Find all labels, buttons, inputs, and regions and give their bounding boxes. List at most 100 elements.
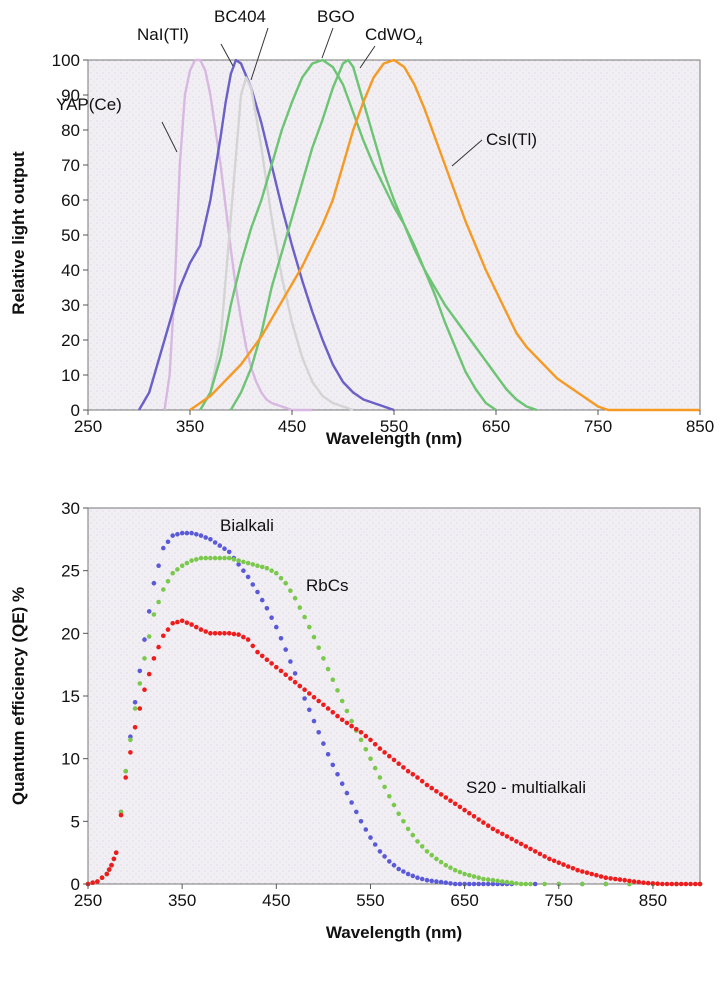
- 1-bottom-x-tick-label: 250: [74, 891, 102, 910]
- data-point: [278, 636, 284, 641]
- data-point: [514, 839, 519, 844]
- data-point: [438, 859, 444, 865]
- data-point: [467, 881, 472, 887]
- data-point: [396, 761, 402, 766]
- data-point: [170, 533, 175, 538]
- data-point: [495, 878, 500, 884]
- 0-top-x-tick-label: 350: [176, 417, 204, 436]
- data-point: [509, 880, 514, 885]
- data-point: [321, 702, 326, 708]
- data-point: [217, 543, 223, 548]
- data-point: [391, 802, 397, 808]
- bottom-series-group: [85, 530, 703, 887]
- data-point: [697, 881, 703, 887]
- data-point: [387, 753, 392, 759]
- plot-area-top: [87, 59, 701, 411]
- data-point: [142, 637, 147, 642]
- data-point: [274, 664, 279, 670]
- data-point: [387, 859, 392, 864]
- data-point: [222, 631, 227, 636]
- data-point: [561, 862, 566, 867]
- data-point: [452, 881, 458, 887]
- data-point: [259, 564, 265, 570]
- data-point: [547, 856, 552, 862]
- data-point: [401, 819, 406, 824]
- data-point: [113, 850, 119, 855]
- data-point: [645, 880, 651, 886]
- data-point: [146, 634, 152, 639]
- data-point: [142, 687, 147, 692]
- data-point: [532, 849, 538, 854]
- data-point: [358, 737, 364, 743]
- data-point: [255, 649, 260, 655]
- data-point: [424, 849, 430, 854]
- data-point: [118, 809, 124, 815]
- label-cdwo4-main: CdWO: [365, 25, 416, 44]
- data-point: [650, 881, 656, 886]
- series-line-bc404: [199, 76, 354, 412]
- series-line-bgo: [199, 58, 497, 411]
- data-point: [208, 537, 213, 542]
- data-point: [344, 720, 350, 726]
- data-point: [128, 737, 133, 743]
- data-point: [349, 800, 354, 805]
- data-point: [226, 549, 232, 555]
- data-point: [241, 568, 246, 573]
- data-point: [476, 875, 482, 880]
- 0-top-y-tick-label: 20: [61, 331, 80, 350]
- data-point: [217, 631, 223, 636]
- data-point: [90, 880, 95, 885]
- data-point: [471, 881, 477, 887]
- data-point: [283, 580, 289, 586]
- data-point: [490, 877, 496, 883]
- data-point: [226, 631, 232, 636]
- data-point: [349, 723, 354, 729]
- data-point: [335, 713, 340, 719]
- data-point: [448, 865, 453, 870]
- data-point: [118, 812, 124, 818]
- series-s20-multialkali: [85, 618, 703, 887]
- data-point: [203, 555, 208, 561]
- data-point: [669, 881, 675, 887]
- data-point: [208, 631, 213, 636]
- 0-top-y-tick-label: 100: [52, 51, 80, 70]
- data-point: [194, 624, 199, 630]
- data-point: [255, 563, 260, 568]
- data-point: [514, 881, 519, 886]
- data-point: [179, 563, 185, 568]
- data-point: [222, 546, 227, 551]
- data-point: [419, 844, 425, 849]
- data-point: [622, 877, 627, 883]
- data-point: [236, 562, 241, 567]
- data-point: [274, 624, 279, 630]
- data-point: [693, 881, 698, 887]
- data-point: [283, 647, 289, 652]
- data-point: [226, 555, 232, 561]
- data-point: [377, 849, 383, 854]
- data-point: [321, 741, 326, 746]
- data-point: [302, 696, 307, 701]
- data-point: [165, 627, 171, 632]
- label-s20: S20 - multialkali: [466, 778, 586, 797]
- leader-cdwo4: [359, 45, 376, 69]
- leader-bc404: [250, 27, 269, 81]
- data-point: [565, 864, 571, 869]
- data-point: [330, 710, 336, 715]
- data-point: [419, 778, 425, 784]
- data-point: [184, 530, 190, 536]
- 0-top-x-tick-label: 250: [74, 417, 102, 436]
- label-csi-tl: CsI(Tl): [486, 130, 537, 149]
- data-point: [448, 881, 453, 886]
- 1-bottom-x-tick-label: 750: [545, 891, 573, 910]
- 0-top-y-tick-label: 40: [61, 261, 80, 280]
- data-point: [575, 867, 580, 873]
- data-point: [128, 750, 133, 755]
- data-point: [368, 835, 373, 840]
- 1-bottom-y-tick-label: 5: [71, 812, 80, 831]
- 1-bottom-x-tick-label: 550: [356, 891, 384, 910]
- data-point: [509, 836, 514, 842]
- data-point: [448, 798, 453, 803]
- data-point: [151, 580, 157, 586]
- data-point: [396, 811, 402, 817]
